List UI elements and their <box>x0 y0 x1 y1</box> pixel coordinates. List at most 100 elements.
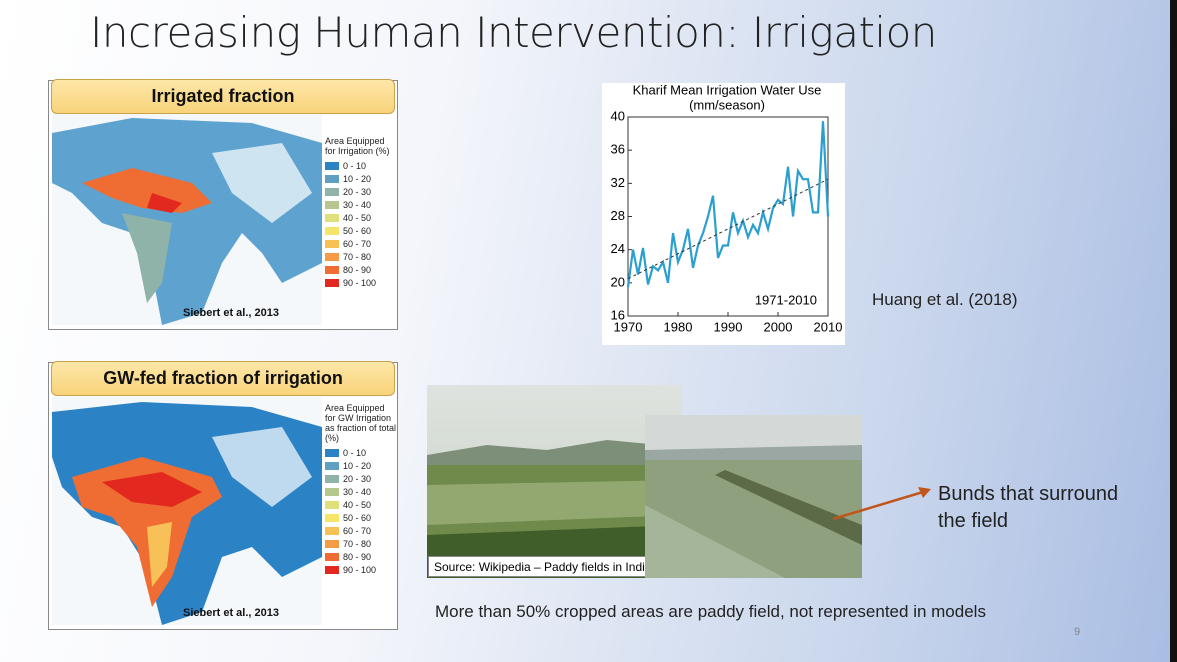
legend-title: Area Equipped for Irrigation (%) <box>325 136 390 156</box>
legend-label: 60 - 70 <box>343 238 372 249</box>
legend-item: 70 - 80 <box>325 250 397 263</box>
y-tick-label: 28 <box>611 208 625 223</box>
y-tick-label: 16 <box>611 307 625 322</box>
legend-item: 40 - 50 <box>325 211 397 224</box>
legend-item: 80 - 90 <box>325 263 397 276</box>
legend-swatch <box>325 161 339 170</box>
legend-label: 10 - 20 <box>343 460 372 471</box>
legend-item: 30 - 40 <box>325 485 397 498</box>
chart-citation: Huang et al. (2018) <box>872 290 1018 309</box>
chart-title: Kharif Mean Irrigation Water Use <box>633 83 822 97</box>
legend-label: 30 - 40 <box>343 199 372 210</box>
legend-label: 50 - 60 <box>343 512 372 523</box>
legend-label: 70 - 80 <box>343 251 372 262</box>
legend-item: 90 - 100 <box>325 563 397 576</box>
y-tick-label: 36 <box>611 142 625 157</box>
data-line <box>626 121 830 288</box>
legend-item: 30 - 40 <box>325 198 397 211</box>
panel-heading: GW-fed fraction of irrigation <box>51 361 395 396</box>
panel-heading: Irrigated fraction <box>51 79 395 114</box>
photo <box>427 385 682 578</box>
legend-label: 40 - 50 <box>343 499 372 510</box>
footer-text: More than 50% cropped areas are paddy fi… <box>435 602 986 621</box>
map-image <box>52 397 322 625</box>
slide-title: Increasing Human Intervention: Irrigatio… <box>90 8 937 57</box>
map-image <box>52 113 322 325</box>
map-panel: Area Equipped for Irrigation (%) 0 - 10 10… <box>48 79 398 330</box>
legend-swatch <box>325 239 339 248</box>
legend-swatch <box>325 500 339 509</box>
legend-item: 10 - 20 <box>325 172 397 185</box>
legend-label: 50 - 60 <box>343 225 372 236</box>
y-tick-label: 20 <box>611 274 625 289</box>
legend-label: 70 - 80 <box>343 538 372 549</box>
legend-item: 20 - 30 <box>325 472 397 485</box>
legend-label: 20 - 30 <box>343 473 372 484</box>
map-panel: Area Equipped for GW Irrigation as fract… <box>48 361 398 630</box>
page-number: 9 <box>1074 626 1081 638</box>
legend-item: 0 - 10 <box>325 446 397 459</box>
legend-swatch <box>325 487 339 496</box>
x-tick-label: 1990 <box>714 319 743 334</box>
legend-title: Area Equipped for GW Irrigation as fract… <box>325 403 397 443</box>
legend-swatch <box>325 474 339 483</box>
photo-caption: Source: Wikipedia – Paddy fields in Indi… <box>428 556 686 577</box>
legend-label: 30 - 40 <box>343 486 372 497</box>
legend-label: 0 - 10 <box>343 160 367 171</box>
legend-label: 60 - 70 <box>343 525 372 536</box>
legend-swatch <box>325 252 339 261</box>
legend-item: 70 - 80 <box>325 537 397 550</box>
legend-label: 0 - 10 <box>343 447 367 458</box>
legend-swatch <box>325 278 339 287</box>
legend-swatch <box>325 448 339 457</box>
y-tick-label: 24 <box>611 241 625 256</box>
legend-swatch <box>325 461 339 470</box>
legend-label: 90 - 100 <box>343 277 377 288</box>
legend-swatch <box>325 513 339 522</box>
legend-swatch <box>325 265 339 274</box>
legend-swatch <box>325 200 339 209</box>
legend-swatch <box>325 187 339 196</box>
y-tick-label: 32 <box>611 175 625 190</box>
legend-item: 40 - 50 <box>325 498 397 511</box>
x-tick-label: 2000 <box>764 319 793 334</box>
annotation: 1971-2010 <box>755 292 817 307</box>
legend-item: 90 - 100 <box>325 276 397 289</box>
legend-swatch <box>325 539 339 548</box>
arrow <box>832 487 931 521</box>
legend-swatch <box>325 213 339 222</box>
legend-label: 10 - 20 <box>343 173 372 184</box>
trend-line <box>627 178 829 280</box>
line-chart: Kharif Mean Irrigation Water Use (mm/sea… <box>602 83 845 345</box>
legend-label: 40 - 50 <box>343 212 372 223</box>
citation: Siebert et al., 2013 <box>183 607 279 619</box>
legend-swatch <box>325 552 339 561</box>
legend: Area Equipped for Irrigation (%) 0 - 10 10… <box>325 136 397 289</box>
legend-item: 60 - 70 <box>325 524 397 537</box>
legend-label: 20 - 30 <box>343 186 372 197</box>
legend-label: 90 - 100 <box>343 564 377 575</box>
legend-swatch <box>325 526 339 535</box>
y-tick-label: 40 <box>611 108 625 123</box>
legend-item: 10 - 20 <box>325 459 397 472</box>
callout: Bunds that surround the field <box>938 483 1119 532</box>
legend-swatch <box>325 226 339 235</box>
legend-item: 50 - 60 <box>325 511 397 524</box>
legend-item: 60 - 70 <box>325 237 397 250</box>
x-tick-label: 1980 <box>664 319 693 334</box>
legend-swatch <box>325 565 339 574</box>
legend-item: 20 - 30 <box>325 185 397 198</box>
x-tick-label: 1970 <box>614 319 643 334</box>
legend-label: 80 - 90 <box>343 551 372 562</box>
legend-item: 80 - 90 <box>325 550 397 563</box>
legend-item: 50 - 60 <box>325 224 397 237</box>
x-tick-label: 2010 <box>814 319 843 334</box>
photo <box>645 415 862 578</box>
legend: Area Equipped for GW Irrigation as fract… <box>325 403 397 576</box>
window-edge <box>1170 0 1177 662</box>
citation: Siebert et al., 2013 <box>183 307 279 319</box>
legend-swatch <box>325 174 339 183</box>
legend-label: 80 - 90 <box>343 264 372 275</box>
chart-subtitle: (mm/season) <box>689 97 765 112</box>
